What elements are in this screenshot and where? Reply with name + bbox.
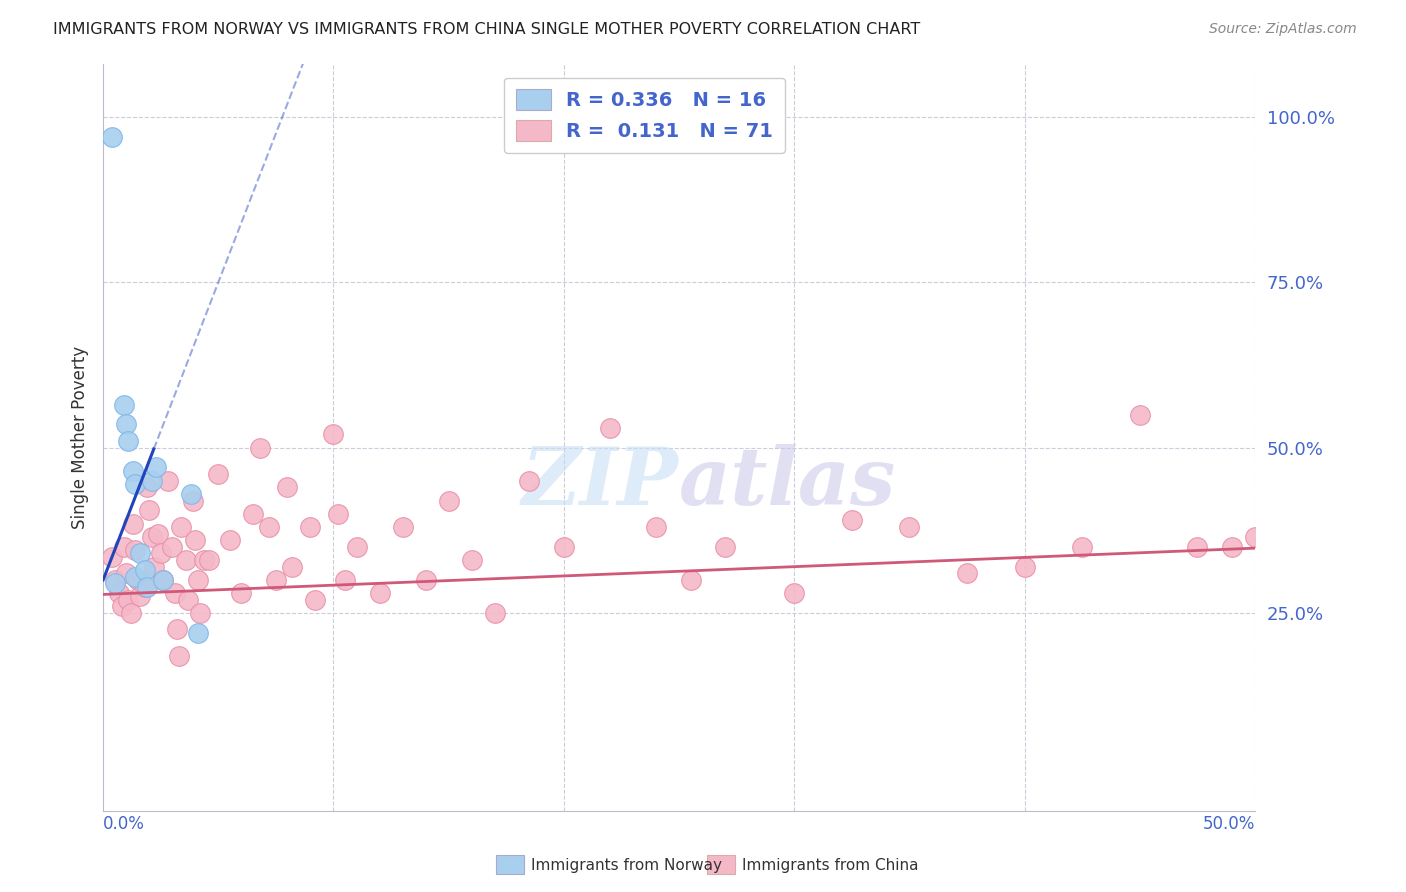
Point: [679, 573, 702, 587]
Point: [841, 513, 863, 527]
Point: [187, 625, 209, 640]
Point: [141, 474, 163, 488]
Point: [264, 573, 287, 587]
Point: [124, 477, 146, 491]
Point: [181, 493, 204, 508]
Point: [167, 648, 190, 663]
Point: [207, 467, 229, 481]
Point: [152, 573, 174, 587]
Point: [187, 573, 209, 587]
Point: [322, 427, 344, 442]
Point: [599, 421, 621, 435]
Point: [299, 520, 322, 534]
Point: [231, 586, 253, 600]
Point: [898, 520, 921, 534]
Point: [415, 573, 437, 587]
Text: 0.0%: 0.0%: [103, 814, 145, 832]
Point: [391, 520, 413, 534]
Point: [1071, 540, 1094, 554]
Point: [129, 590, 152, 604]
Point: [1014, 559, 1036, 574]
Point: [117, 592, 139, 607]
Text: Source: ZipAtlas.com: Source: ZipAtlas.com: [1209, 22, 1357, 37]
Legend: R = 0.336   N = 16, R =  0.131   N = 71: R = 0.336 N = 16, R = 0.131 N = 71: [505, 78, 785, 153]
Point: [276, 480, 298, 494]
Point: [956, 566, 979, 581]
Point: [110, 599, 132, 614]
Point: [112, 540, 135, 554]
Point: [242, 507, 264, 521]
Text: ZIP: ZIP: [522, 444, 679, 521]
Point: [170, 520, 193, 534]
Point: [117, 434, 139, 448]
Point: [124, 543, 146, 558]
Text: atlas: atlas: [679, 444, 897, 521]
Point: [517, 474, 540, 488]
Point: [198, 553, 221, 567]
Point: [1220, 540, 1243, 554]
Point: [218, 533, 240, 548]
Point: [120, 606, 142, 620]
Point: [145, 460, 167, 475]
Point: [148, 526, 170, 541]
Point: [714, 540, 737, 554]
Point: [104, 573, 127, 587]
Point: [1187, 540, 1209, 554]
Point: [124, 569, 146, 583]
Point: [138, 503, 160, 517]
Point: [1244, 530, 1267, 544]
Point: [134, 580, 156, 594]
Point: [368, 586, 391, 600]
Point: [177, 592, 200, 607]
Point: [333, 573, 356, 587]
Point: [134, 563, 156, 577]
Point: [174, 553, 197, 567]
Text: Immigrants from China: Immigrants from China: [742, 858, 918, 872]
Point: [783, 586, 806, 600]
Point: [162, 540, 184, 554]
Point: [184, 533, 207, 548]
Point: [188, 606, 211, 620]
Point: [152, 573, 174, 587]
Point: [437, 493, 460, 508]
Point: [257, 520, 280, 534]
Point: [484, 606, 506, 620]
Point: [149, 546, 172, 560]
Point: [281, 559, 304, 574]
Point: [127, 573, 149, 587]
Point: [193, 553, 215, 567]
Point: [115, 417, 138, 432]
Point: [553, 540, 575, 554]
Point: [166, 623, 188, 637]
Point: [326, 507, 349, 521]
Point: [108, 586, 131, 600]
Point: [141, 530, 163, 544]
Text: 50.0%: 50.0%: [1202, 814, 1256, 832]
Point: [156, 474, 179, 488]
Point: [104, 576, 127, 591]
Point: [249, 441, 271, 455]
Point: [122, 516, 145, 531]
Text: Immigrants from Norway: Immigrants from Norway: [531, 858, 723, 872]
Point: [101, 549, 124, 564]
Text: IMMIGRANTS FROM NORWAY VS IMMIGRANTS FROM CHINA SINGLE MOTHER POVERTY CORRELATIO: IMMIGRANTS FROM NORWAY VS IMMIGRANTS FRO…: [53, 22, 921, 37]
Point: [142, 559, 165, 574]
Point: [461, 553, 484, 567]
Point: [135, 580, 157, 594]
Point: [645, 520, 668, 534]
Point: [346, 540, 368, 554]
Point: [115, 566, 138, 581]
Point: [180, 487, 202, 501]
Point: [112, 398, 135, 412]
Point: [122, 464, 145, 478]
Point: [135, 480, 157, 494]
Point: [1129, 408, 1152, 422]
Point: [304, 592, 326, 607]
Point: [101, 129, 124, 144]
Point: [163, 586, 186, 600]
Y-axis label: Single Mother Poverty: Single Mother Poverty: [72, 346, 89, 529]
Point: [129, 546, 152, 560]
